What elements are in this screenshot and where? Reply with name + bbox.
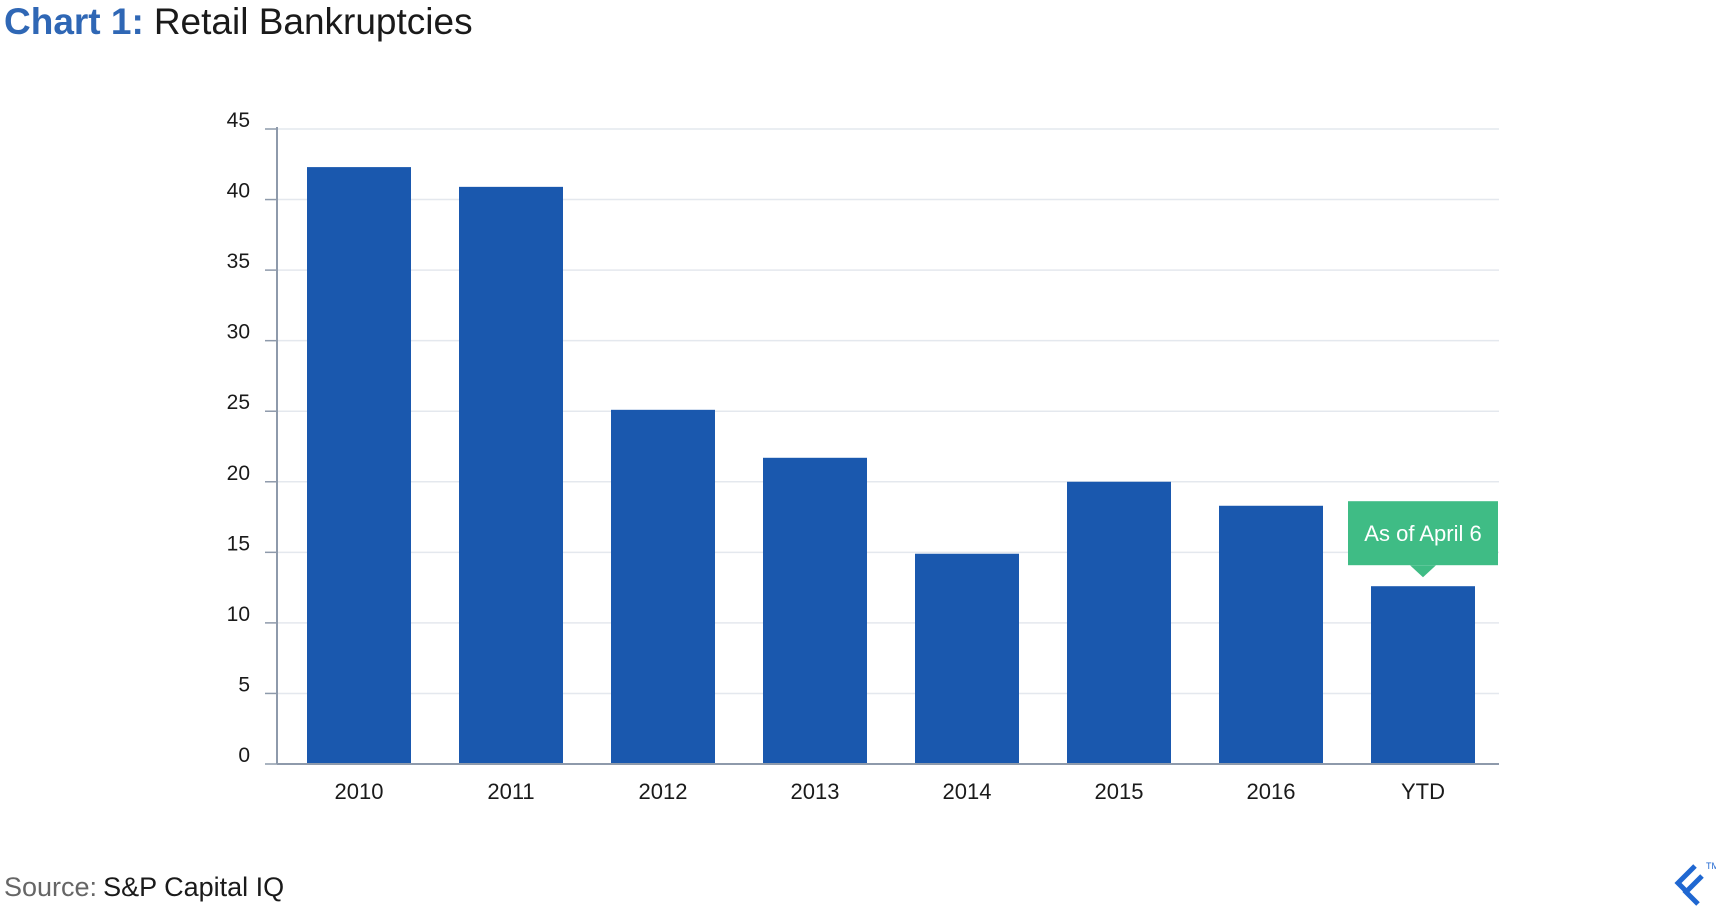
logo-trademark: TM — [1706, 861, 1716, 871]
x-tick-label: 2013 — [791, 779, 840, 804]
y-tick-label: 10 — [227, 603, 250, 626]
bar-2016 — [1219, 505, 1323, 764]
bar-2012 — [611, 409, 715, 764]
x-tick-label: 2012 — [639, 779, 688, 804]
bar-ytd — [1371, 586, 1475, 764]
y-tick-label: 15 — [227, 532, 250, 555]
y-tick-label: 35 — [227, 250, 250, 273]
annotation-text: As of April 6 — [1364, 521, 1481, 546]
chart-number-label: Chart 1: — [4, 1, 144, 42]
chart-title: Chart 1: Retail Bankruptcies — [4, 0, 473, 44]
y-tick-label: 45 — [227, 109, 250, 132]
x-tick-label: 2016 — [1247, 779, 1296, 804]
y-tick-label: 20 — [227, 462, 250, 485]
toptal-logo-icon: TM — [1674, 861, 1716, 906]
bar-2015 — [1067, 481, 1171, 764]
source-note: Source: S&P Capital IQ — [4, 870, 284, 904]
x-tick-label: 2014 — [943, 779, 992, 804]
bar-2010 — [307, 167, 411, 765]
annotation-callout — [1348, 501, 1498, 566]
x-tick-label: YTD — [1401, 779, 1445, 804]
source-label: Source: — [4, 872, 98, 902]
bar-2013 — [763, 457, 867, 764]
annotation-pointer — [1410, 565, 1436, 578]
y-tick-label: 5 — [238, 673, 250, 696]
bar-chart: 0 5 10 15 20 25 30 35 40 45 2010 2011 2012 2013 2014 20… — [227, 109, 1499, 804]
x-tick-label: 2010 — [335, 779, 384, 804]
x-tick-label: 2015 — [1095, 779, 1144, 804]
y-tick-label: 30 — [227, 321, 250, 344]
bar-2011 — [459, 186, 563, 764]
chart-title-text: Retail Bankruptcies — [153, 1, 473, 42]
bar-2014 — [915, 553, 1019, 764]
x-tick-label: 2011 — [487, 779, 534, 804]
y-tick-label: 0 — [238, 744, 250, 767]
y-tick-label: 25 — [227, 391, 250, 414]
source-value: S&P Capital IQ — [103, 872, 285, 902]
y-tick-label: 40 — [227, 180, 250, 203]
